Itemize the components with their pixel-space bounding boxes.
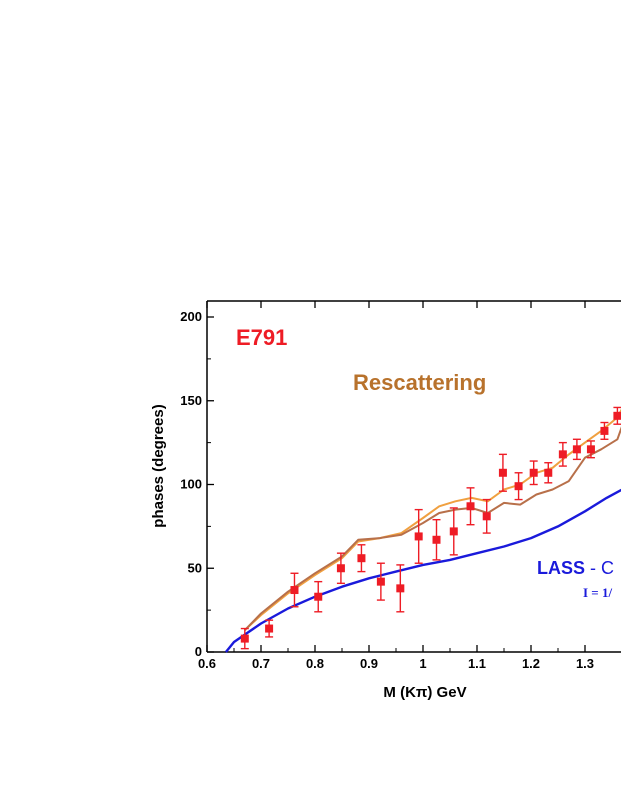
data-point bbox=[572, 445, 581, 454]
lass-label: LASS - C bbox=[537, 558, 614, 578]
data-point bbox=[414, 532, 423, 541]
data-point bbox=[482, 512, 491, 521]
data-point bbox=[466, 502, 475, 511]
curves bbox=[224, 408, 621, 653]
data-point bbox=[336, 564, 345, 573]
x-tick-label: 1.3 bbox=[576, 656, 594, 671]
y-tick-label: 150 bbox=[180, 393, 202, 408]
data-point bbox=[265, 624, 274, 633]
data-point bbox=[240, 634, 249, 643]
y-tick-label: 100 bbox=[180, 477, 202, 492]
data-points bbox=[240, 406, 621, 650]
rescattering-label: Rescattering bbox=[353, 370, 486, 395]
lass-curve bbox=[224, 488, 621, 653]
y-axis-label: phases (degrees) bbox=[150, 404, 167, 527]
y-tick-label: 0 bbox=[195, 644, 202, 659]
isospin-label: I = 1/ bbox=[583, 585, 612, 600]
data-point bbox=[357, 554, 366, 563]
e791-label: E791 bbox=[236, 325, 287, 350]
x-tick-label: 1.1 bbox=[468, 656, 486, 671]
rescattering-brown-curve bbox=[244, 426, 621, 631]
x-tick-label: 0.8 bbox=[306, 656, 324, 671]
plot-frame bbox=[206, 300, 621, 653]
data-point bbox=[396, 584, 405, 593]
data-point bbox=[529, 468, 538, 477]
data-point bbox=[613, 411, 621, 420]
data-point bbox=[498, 468, 507, 477]
data-point bbox=[432, 535, 441, 544]
x-axis-label: M (Kπ) GeV bbox=[383, 684, 466, 701]
data-point bbox=[449, 527, 458, 536]
x-tick-label: 0.6 bbox=[198, 656, 216, 671]
x-axis-ticks: 0.6 0.7 0.8 0.9 1 1.1 1.2 1.3 bbox=[198, 301, 594, 671]
x-tick-label: 0.9 bbox=[360, 656, 378, 671]
data-point bbox=[314, 592, 323, 601]
data-point bbox=[586, 445, 595, 454]
x-tick-label: 1 bbox=[419, 656, 426, 671]
x-tick-label: 0.7 bbox=[252, 656, 270, 671]
data-point bbox=[558, 450, 567, 459]
y-axis-ticks: 0 50 100 150 200 bbox=[180, 309, 214, 659]
y-tick-label: 200 bbox=[180, 309, 202, 324]
x-tick-label: 1.2 bbox=[522, 656, 540, 671]
data-point bbox=[514, 482, 523, 491]
data-point bbox=[544, 468, 553, 477]
data-point bbox=[290, 586, 299, 595]
y-tick-label: 50 bbox=[188, 560, 202, 575]
data-point bbox=[600, 426, 609, 435]
rescattering-orange-curve bbox=[244, 408, 621, 631]
data-point bbox=[376, 577, 385, 586]
